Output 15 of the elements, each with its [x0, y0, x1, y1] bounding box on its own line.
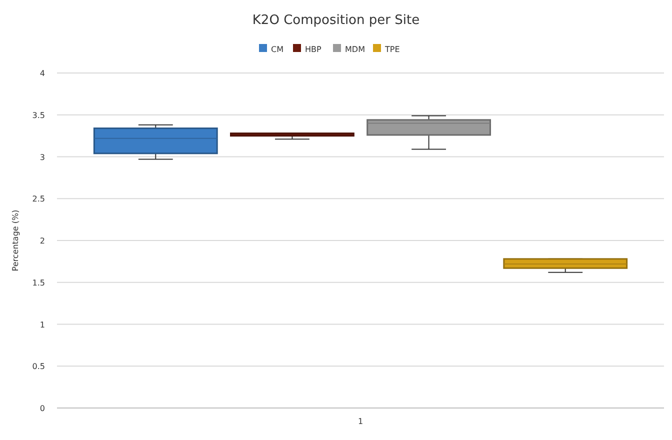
y-tick-label: 3.5 — [32, 110, 45, 120]
y-tick-label: 0 — [40, 404, 45, 413]
legend-label: TPE — [384, 45, 400, 54]
y-tick-label: 1.5 — [32, 278, 45, 288]
legend-label: MDM — [345, 45, 366, 54]
y-tick-label: 1 — [40, 320, 45, 330]
y-tick-label: 3 — [40, 152, 45, 162]
y-axis-title: Percentage (%) — [11, 210, 20, 272]
legend-label: HBP — [305, 45, 322, 54]
y-tick-label: 2.5 — [32, 194, 45, 204]
y-tick-label: 4 — [40, 69, 45, 78]
legend-label: CM — [271, 45, 284, 54]
y-tick-label: 2 — [40, 236, 45, 246]
y-tick-label: 0.5 — [32, 362, 45, 372]
chart-title: K2O Composition per Site — [252, 13, 420, 28]
